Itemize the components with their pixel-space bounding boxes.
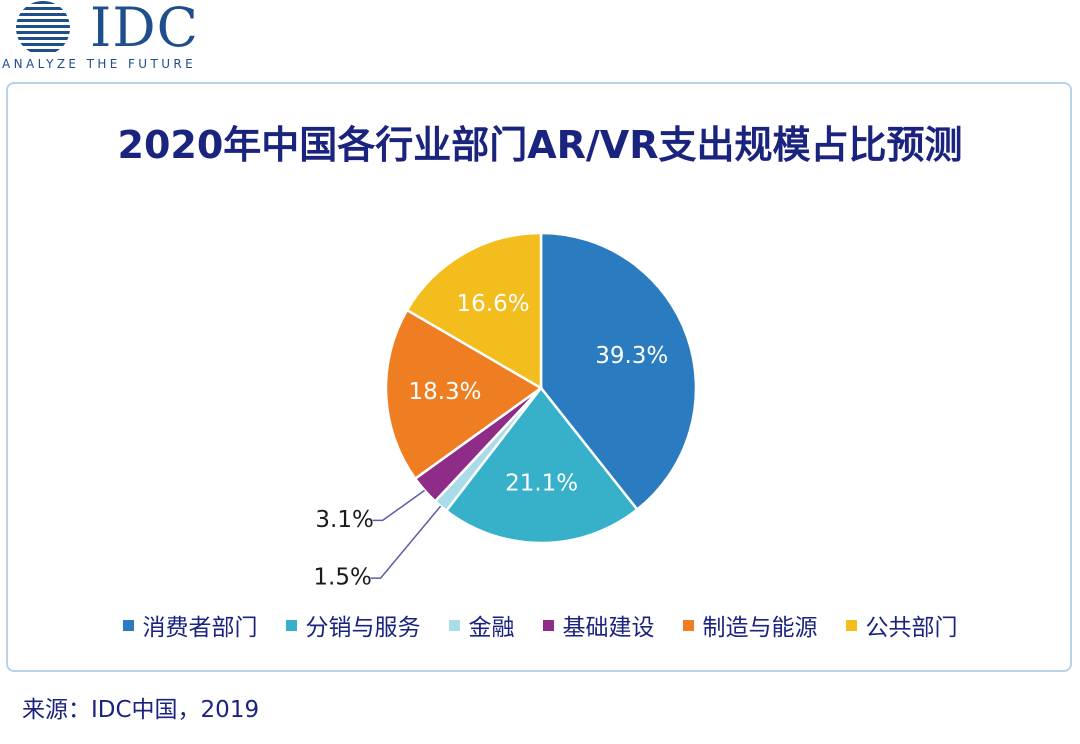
legend-label: 基础建设	[562, 615, 655, 641]
pie-slice	[539, 231, 698, 512]
chart-legend: 消费者部门 分销与服务 金融 基础建设 制造与能源 公共部门	[0, 608, 1080, 642]
legend-item: 公共部门	[845, 608, 958, 642]
brand-tagline: ANALYZE THE FUTURE	[2, 57, 197, 71]
idc-logo: IDC ANALYZE THE FUTURE	[0, 0, 220, 76]
legend-swatch	[845, 619, 857, 631]
legend-label: 消费者部门	[142, 615, 258, 641]
legend-item: 金融	[448, 608, 515, 642]
slice-label: 1.5%	[313, 565, 371, 591]
legend-item: 制造与能源	[682, 608, 818, 642]
legend-item: 分销与服务	[285, 608, 421, 642]
slice-label: 3.1%	[315, 507, 373, 533]
legend-label: 公共部门	[865, 615, 958, 641]
pie-slice	[384, 308, 544, 481]
legend-swatch	[285, 619, 297, 631]
legend-item: 消费者部门	[122, 608, 258, 642]
slice-label: 39.3%	[595, 343, 668, 369]
legend-label: 制造与能源	[702, 615, 818, 641]
legend-swatch	[122, 619, 134, 631]
pie-slice	[444, 385, 639, 545]
slice-label: 21.1%	[505, 471, 578, 497]
globe-icon	[16, 1, 70, 52]
legend-swatch	[682, 619, 694, 631]
slice-label: 18.3%	[408, 379, 481, 405]
legend-label: 分销与服务	[305, 615, 421, 641]
brand-name: IDC	[90, 0, 199, 59]
slice-label: 16.6%	[457, 291, 530, 317]
legend-label: 金融	[468, 615, 515, 641]
legend-swatch	[542, 619, 554, 631]
leader-line	[372, 489, 426, 522]
legend-swatch	[448, 619, 460, 631]
pie-slice	[405, 231, 543, 391]
source-note: 来源：IDC中国，2019	[22, 697, 260, 723]
legend-item: 基础建设	[542, 608, 655, 642]
chart-title: 2020年中国各行业部门AR/VR支出规模占比预测	[117, 123, 963, 167]
leader-line	[370, 505, 442, 579]
